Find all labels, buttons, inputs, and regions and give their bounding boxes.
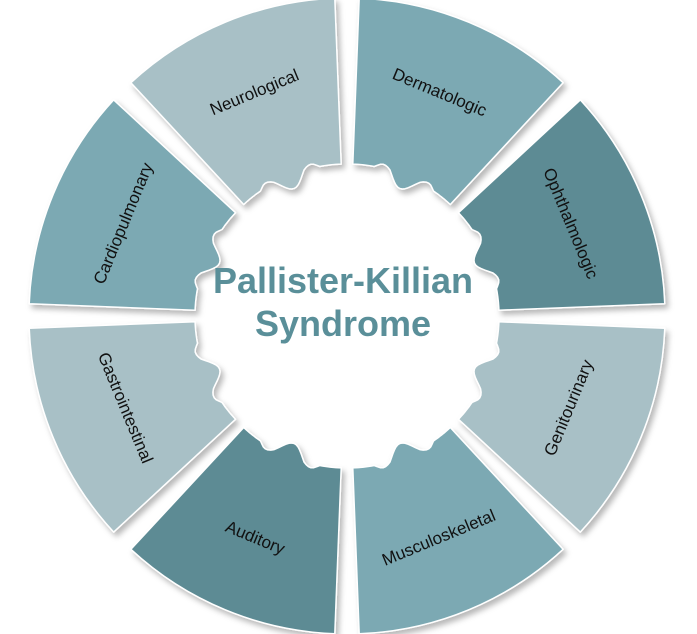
segment-auditory — [130, 426, 342, 634]
center-title-line2: Syndrome — [255, 303, 431, 344]
segment-neurological — [130, 0, 342, 206]
segment-dermatologic — [352, 0, 564, 206]
center-title-line1: Pallister-Killian — [213, 260, 473, 301]
segment-musculoskeletal — [352, 426, 564, 634]
segment-genitourinary — [457, 321, 666, 533]
segment-ophthalmologic — [457, 99, 666, 311]
segment-gastrointestinal — [28, 321, 237, 533]
segments-layer — [28, 0, 666, 634]
segment-cardiopulmonary — [28, 99, 237, 311]
